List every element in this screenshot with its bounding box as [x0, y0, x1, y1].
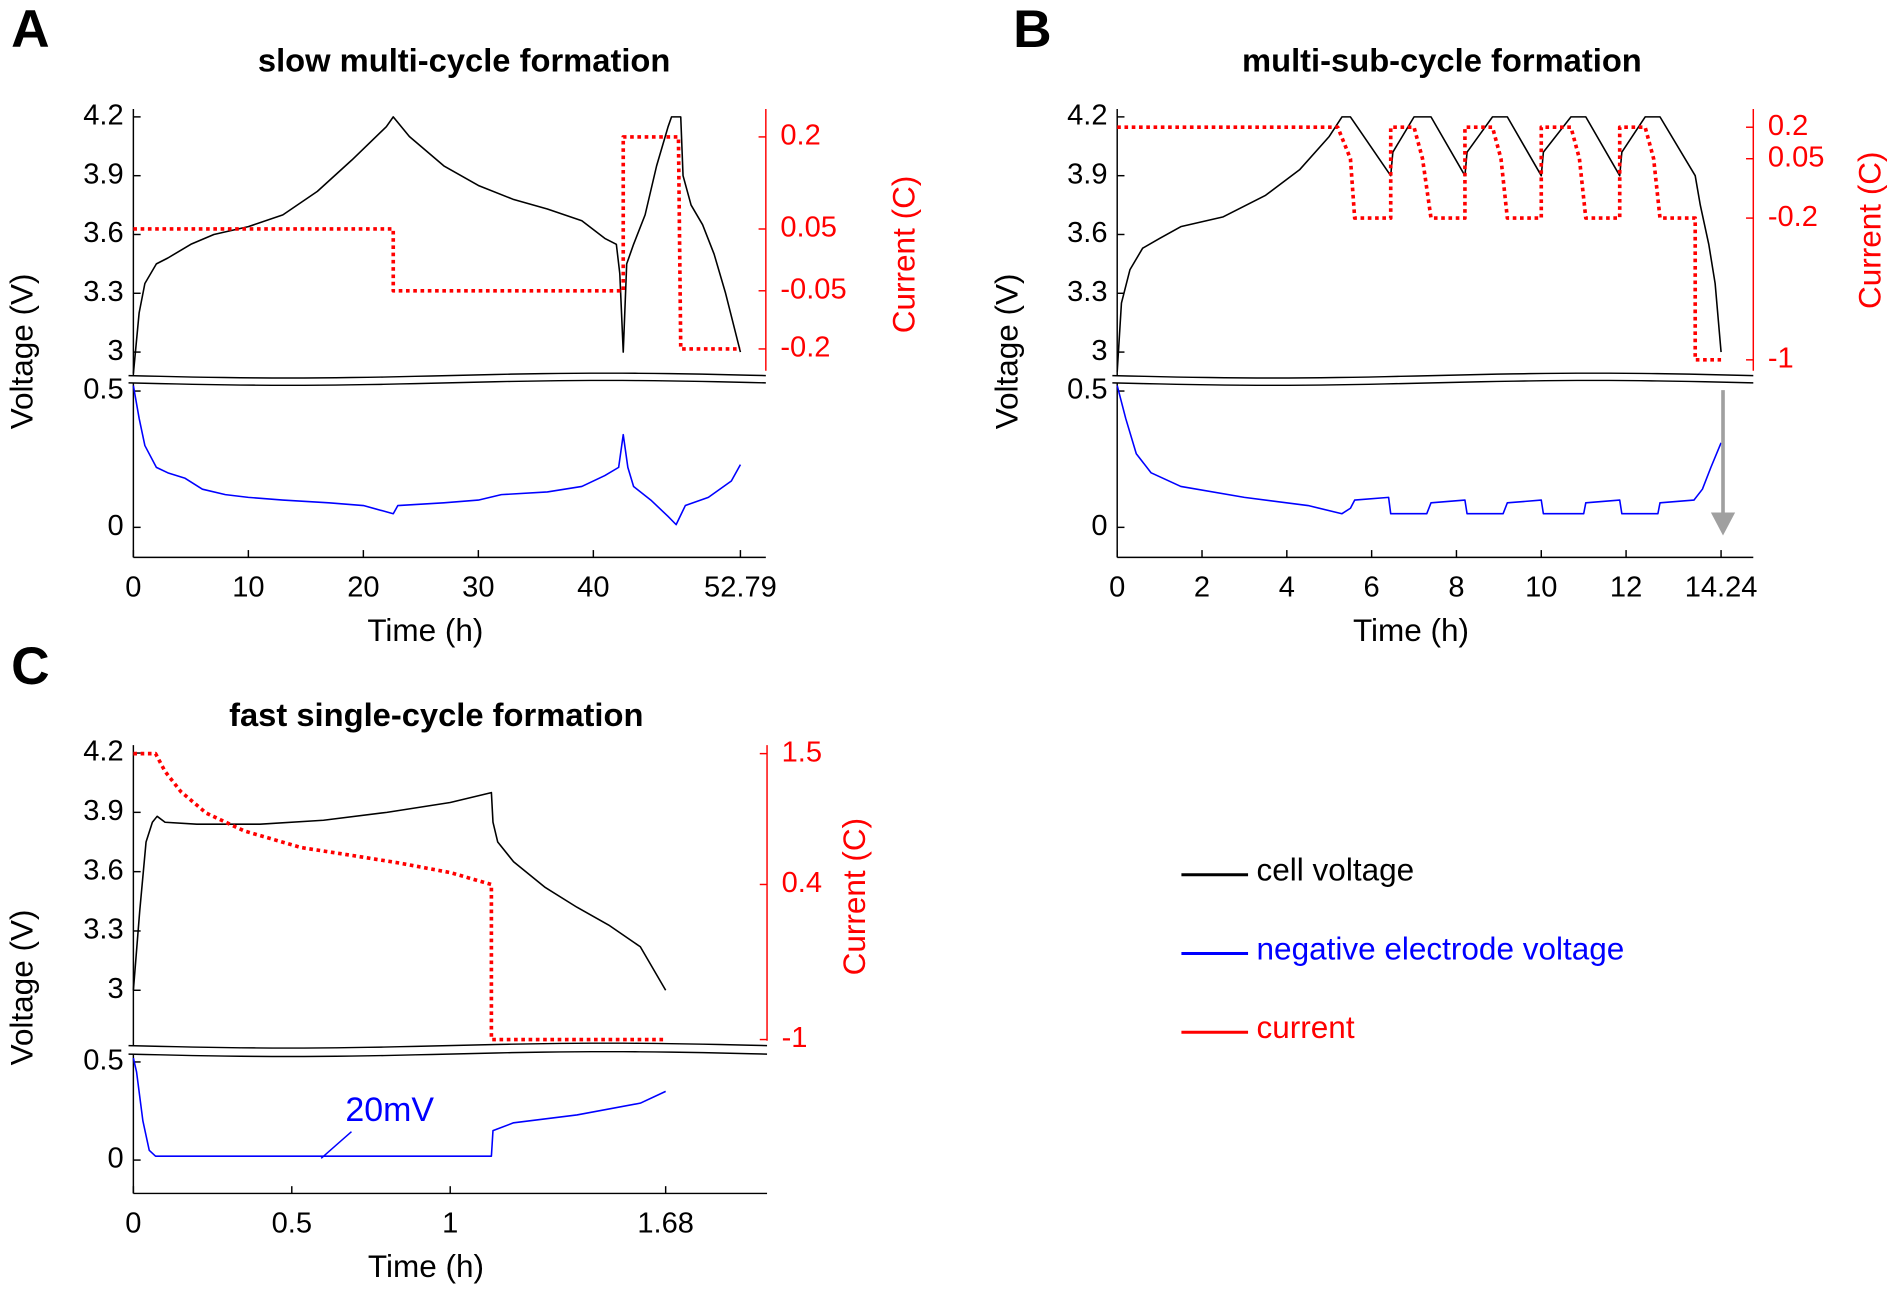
arrow-head: [1710, 512, 1736, 536]
y-tick-label: 4.2: [83, 100, 123, 132]
x-axis-label: Time (h): [367, 612, 483, 648]
y2-axis-label: Current (C): [886, 176, 922, 334]
legend-label: current: [1257, 1009, 1355, 1045]
y2-tick-label: -1: [1768, 343, 1794, 375]
series-line: [1116, 385, 1722, 515]
y-tick-label: 3: [108, 335, 124, 367]
y-tick-label: 0.5: [83, 374, 123, 406]
y-axis-label: Voltage (V): [4, 273, 40, 429]
x-tick-label: 0: [125, 572, 141, 604]
y2-tick-label: 0.4: [782, 867, 822, 899]
chart-title: multi-sub-cycle formation: [1242, 42, 1642, 79]
legend-label: cell voltage: [1257, 852, 1415, 888]
y-tick-label: 3.3: [1067, 276, 1107, 308]
y-tick-label: 3: [1091, 335, 1107, 367]
axis-break: [128, 1050, 768, 1058]
y-axis-label: Voltage (V): [989, 273, 1025, 429]
y-tick-label: 3.6: [83, 854, 123, 886]
y-tick-label: 4.2: [83, 736, 123, 768]
y-tick-label: 0: [108, 510, 124, 542]
x-tick-label: 0.5: [272, 1208, 312, 1240]
axis-break: [128, 1042, 768, 1049]
y2-axis-label: Current (C): [1851, 151, 1887, 309]
y-tick-label: 0.5: [1067, 374, 1107, 406]
y-tick-label: 3.6: [1067, 217, 1107, 249]
x-axis-label: Time (h): [1353, 612, 1469, 648]
y2-tick-label: 1.5: [782, 736, 822, 768]
chart-title: fast single-cycle formation: [229, 696, 643, 733]
y-tick-label: 3.9: [1067, 158, 1107, 190]
y2-axis-label: Current (C): [836, 818, 872, 976]
x-tick-label: 40: [577, 572, 609, 604]
y2-tick-label: -0.2: [780, 332, 830, 364]
panel-label: B: [1013, 0, 1052, 59]
y-tick-label: 0.5: [83, 1045, 123, 1077]
y-tick-label: 0: [108, 1143, 124, 1175]
y2-tick-label: 0.2: [780, 120, 820, 152]
y-tick-label: 3.9: [83, 158, 123, 190]
y2-tick-label: -0.05: [780, 273, 846, 305]
x-tick-label: 2: [1194, 572, 1210, 604]
series-line: [132, 791, 667, 991]
annotation: 20mV: [345, 1091, 434, 1129]
x-tick-label: 8: [1448, 572, 1464, 604]
x-tick-label: 4: [1279, 572, 1295, 604]
y-tick-label: 3.3: [83, 914, 123, 946]
x-axis-label: Time (h): [368, 1248, 484, 1284]
series-line: [132, 116, 742, 374]
x-tick-label: 20: [347, 572, 379, 604]
x-tick-label: 1: [442, 1208, 458, 1240]
panel-label: A: [11, 0, 50, 59]
y-axis-label: Voltage (V): [4, 910, 40, 1066]
series-line: [132, 1057, 666, 1157]
x-tick-label: 12: [1610, 572, 1642, 604]
series-line: [1117, 125, 1722, 362]
y2-tick-label: -0.2: [1768, 201, 1818, 233]
y-tick-label: 3.3: [83, 276, 123, 308]
x-tick-label: 14.24: [1685, 572, 1758, 604]
x-tick-label: 10: [1525, 572, 1557, 604]
chart-title: slow multi-cycle formation: [258, 42, 671, 79]
series-line: [133, 751, 666, 1042]
axis-break: [1112, 372, 1754, 379]
y2-tick-label: 0.05: [780, 212, 837, 244]
axis-break: [1112, 379, 1754, 387]
y-tick-label: 4.2: [1067, 100, 1107, 132]
x-tick-label: 10: [232, 572, 264, 604]
x-tick-label: 1.68: [637, 1208, 694, 1240]
panel-label: C: [11, 637, 50, 696]
y-tick-label: 3: [108, 973, 124, 1005]
series-line: [1116, 116, 1722, 372]
x-tick-label: 0: [125, 1208, 141, 1240]
x-tick-label: 52.79: [704, 572, 777, 604]
y-tick-label: 3.9: [83, 795, 123, 827]
y-tick-label: 0: [1091, 510, 1107, 542]
axis-break: [128, 379, 766, 387]
x-tick-label: 0: [1109, 572, 1125, 604]
y-tick-label: 3.6: [83, 217, 123, 249]
axis-break: [128, 372, 766, 379]
y2-tick-label: 0.05: [1768, 141, 1825, 173]
x-tick-label: 6: [1364, 572, 1380, 604]
y2-tick-label: 0.2: [1768, 110, 1808, 142]
x-tick-label: 30: [462, 572, 494, 604]
series-line: [132, 385, 742, 526]
legend-label: negative electrode voltage: [1257, 930, 1625, 966]
y2-tick-label: -1: [782, 1022, 808, 1054]
series-line: [133, 135, 741, 351]
annotation-leader: [320, 1131, 352, 1159]
